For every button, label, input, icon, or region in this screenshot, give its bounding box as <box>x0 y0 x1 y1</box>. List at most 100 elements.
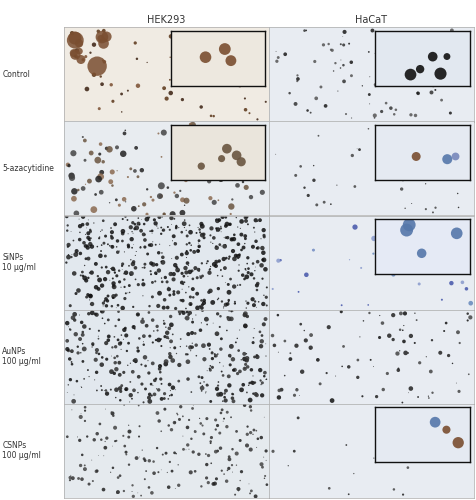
Point <box>99 158 107 166</box>
Point <box>163 468 171 476</box>
Point <box>187 342 194 350</box>
Point <box>116 472 124 480</box>
Point <box>96 420 104 428</box>
Point <box>260 453 268 461</box>
Point <box>373 392 380 400</box>
Point <box>241 365 248 373</box>
Point <box>262 98 269 106</box>
Point <box>113 272 120 280</box>
Point <box>367 356 375 364</box>
Point <box>263 375 270 383</box>
Point <box>250 334 258 342</box>
Point <box>121 294 129 302</box>
Point <box>200 74 208 82</box>
Point <box>304 106 311 114</box>
Point <box>155 130 162 138</box>
Point <box>67 302 74 310</box>
Point <box>107 178 115 186</box>
Point <box>260 233 268 241</box>
Point <box>250 301 258 309</box>
Point <box>83 220 91 228</box>
Point <box>403 31 410 39</box>
Point <box>258 274 266 282</box>
Point <box>109 442 116 450</box>
Point <box>400 322 407 330</box>
Point <box>95 326 103 334</box>
Point <box>187 154 194 162</box>
Point <box>93 242 101 250</box>
Point <box>65 253 72 261</box>
Point <box>108 302 116 310</box>
Point <box>135 432 143 440</box>
Point <box>124 289 132 297</box>
Point <box>302 26 310 34</box>
Point <box>180 309 188 317</box>
Point <box>100 58 108 66</box>
Point <box>119 150 127 158</box>
Point <box>189 402 197 409</box>
Point <box>168 214 175 222</box>
Point <box>315 132 322 140</box>
Point <box>228 125 235 133</box>
Point <box>81 156 89 164</box>
Point <box>250 274 258 282</box>
Point <box>148 260 155 268</box>
Point <box>178 285 186 293</box>
Point <box>197 379 204 387</box>
Point <box>217 345 225 353</box>
Point <box>139 276 147 284</box>
Point <box>371 112 378 120</box>
Point <box>340 342 347 350</box>
Point <box>254 165 262 173</box>
Point <box>170 232 178 240</box>
Point <box>177 36 185 44</box>
Point <box>413 316 420 324</box>
Point <box>145 484 153 492</box>
Point <box>158 380 165 388</box>
Point <box>387 37 395 45</box>
Point <box>168 467 176 475</box>
Point <box>130 258 138 266</box>
Point <box>258 379 266 387</box>
Point <box>140 455 148 463</box>
Point <box>198 382 206 390</box>
Point <box>169 158 177 166</box>
Point <box>109 294 117 302</box>
Point <box>455 204 462 212</box>
Point <box>98 360 106 368</box>
Point <box>168 426 175 434</box>
Point <box>222 222 229 230</box>
Point <box>119 260 127 268</box>
Point <box>403 68 410 76</box>
Point <box>356 146 363 154</box>
Point <box>217 390 225 398</box>
Point <box>235 346 242 354</box>
Point <box>217 409 225 417</box>
Point <box>244 312 251 320</box>
Point <box>159 226 167 234</box>
Point <box>241 94 249 102</box>
Point <box>430 51 437 59</box>
Point <box>258 434 265 442</box>
Point <box>229 247 237 255</box>
Point <box>161 332 169 340</box>
Point <box>307 344 315 351</box>
Point <box>248 487 255 495</box>
Point <box>65 381 72 389</box>
Point <box>239 271 247 279</box>
Point <box>203 320 211 328</box>
Point <box>206 345 213 353</box>
Point <box>109 265 117 273</box>
Point <box>208 354 216 362</box>
Point <box>64 222 71 230</box>
Point <box>206 265 214 273</box>
Point <box>118 90 125 98</box>
Point <box>330 67 337 75</box>
Point <box>69 474 77 482</box>
Point <box>225 280 232 288</box>
Point <box>234 223 241 231</box>
Point <box>228 156 236 164</box>
Point <box>102 405 109 413</box>
Point <box>146 241 153 249</box>
Point <box>159 213 166 221</box>
